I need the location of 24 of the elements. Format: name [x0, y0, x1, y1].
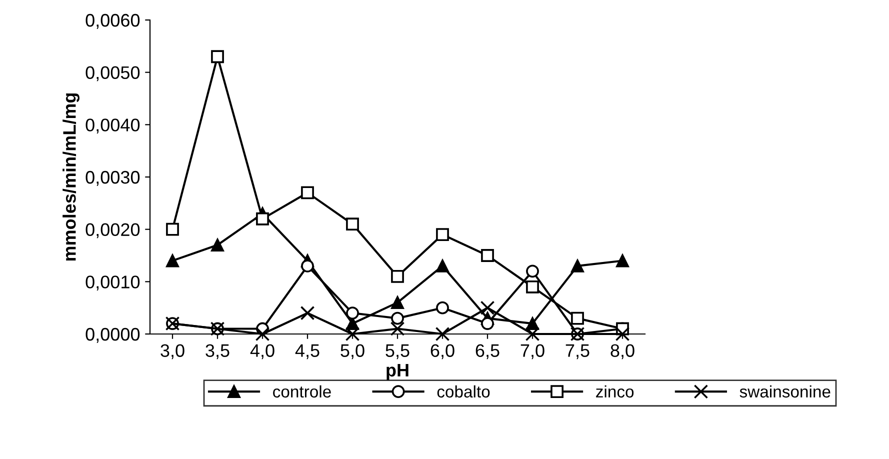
y-tick-label: 0,0000 [86, 328, 140, 343]
x-tick-label: 8,0 [610, 344, 634, 360]
x-tick-label: 4,0 [250, 344, 274, 360]
x-tick-label: 3,5 [206, 344, 230, 360]
x-tick-label: 7,5 [566, 344, 590, 360]
legend-label: controle [273, 385, 331, 398]
y-tick-label: 0,0020 [86, 223, 140, 238]
legend-label: cobalto [437, 385, 490, 398]
y-tick-label: 0,0040 [86, 118, 140, 134]
y-tick-label: 0,0010 [86, 276, 140, 291]
x-tick-label: 7,0 [520, 344, 544, 360]
x-tick-label: 5,0 [340, 344, 364, 360]
legend-label: zinco [596, 385, 634, 398]
legend-label: swainsonine [740, 385, 830, 398]
x-tick-label: 3,0 [160, 344, 184, 360]
x-tick-label: 5,5 [386, 344, 410, 360]
x-axis-title: pH [386, 364, 408, 380]
y-tick-label: 0,0030 [86, 170, 140, 186]
y-axis-title: mmoles/min/mL/mg [62, 93, 80, 261]
x-tick-label: 4,5 [295, 344, 320, 360]
y-tick-label: 0,0060 [86, 14, 140, 29]
x-tick-label: 6,5 [476, 344, 500, 360]
y-tick-label: 0,0050 [86, 66, 140, 82]
x-tick-label: 6,0 [430, 344, 454, 360]
